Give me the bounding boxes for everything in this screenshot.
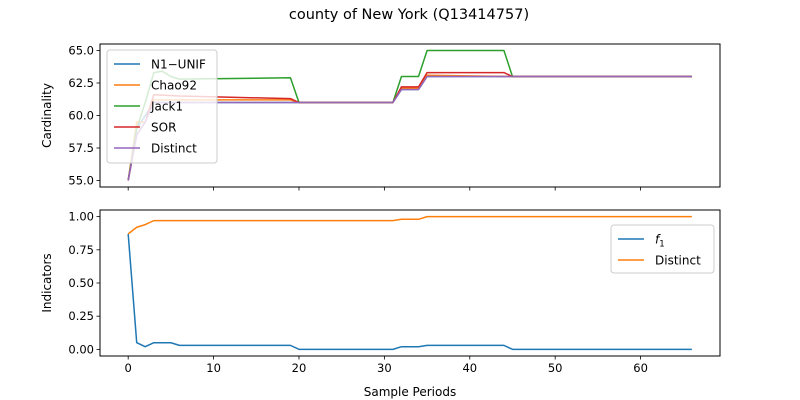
cardinality-y-axis-label: Cardinality xyxy=(40,83,54,148)
cardinality-legend-label-1: Chao92 xyxy=(151,79,197,93)
cardinality-legend-label-4: Distinct xyxy=(151,142,197,156)
cardinality-legend-label-2: Jack1 xyxy=(150,100,183,114)
cardinality-y-ticks: 55.0 57.5 60.0 62.5 65.0 xyxy=(68,44,100,188)
indicators-x-tick-label: 40 xyxy=(462,361,477,375)
cardinality-y-tick-label: 60.0 xyxy=(68,109,94,123)
indicators-x-ticks: 0 10 20 30 40 50 60 xyxy=(125,356,648,375)
cardinality-y-tick-label: 55.0 xyxy=(68,174,94,188)
indicators-x-tick-label: 60 xyxy=(633,361,648,375)
indicators-y-axis-label: Indicators xyxy=(40,253,54,312)
cardinality-legend: N1−UNIF Chao92 Jack1 SOR Distinct xyxy=(106,49,218,164)
indicators-y-tick-label: 1.00 xyxy=(68,210,94,224)
cardinality-y-tick-label: 57.5 xyxy=(68,141,94,155)
indicators-y-tick-label: 0.75 xyxy=(68,243,94,257)
cardinality-y-tick-label: 62.5 xyxy=(68,76,94,90)
indicators-x-tick-label: 30 xyxy=(377,361,392,375)
indicators-x-tick-label: 20 xyxy=(292,361,307,375)
cardinality-y-tick-label: 65.0 xyxy=(68,44,94,58)
x-axis-label: Sample Periods xyxy=(364,385,456,399)
cardinality-legend-label-3: SOR xyxy=(151,121,176,135)
cardinality-x-ticks xyxy=(127,187,641,191)
cardinality-legend-label-0: N1−UNIF xyxy=(151,58,206,72)
indicators-y-tick-label: 0.00 xyxy=(68,342,94,356)
cardinality-subplot: 55.0 57.5 60.0 62.5 65.0 Cardinality N1−UNIF… xyxy=(40,43,721,191)
indicators-x-tick-label: 0 xyxy=(125,361,132,375)
indicators-lines xyxy=(127,215,692,351)
indicators-subplot: 0.00 0.25 0.50 0.75 1.00 0 10 20 30 40 50 60 Indic… xyxy=(40,209,721,399)
indicators-y-tick-label: 0.50 xyxy=(68,276,94,290)
indicators-series-line-1 xyxy=(127,215,692,235)
indicators-x-tick-label: 10 xyxy=(206,361,221,375)
cardinality-legend-frame xyxy=(106,49,218,164)
indicators-x-tick-label: 50 xyxy=(548,361,563,375)
indicators-y-ticks: 0.00 0.25 0.50 0.75 1.00 xyxy=(68,210,100,356)
indicators-legend-frame xyxy=(610,224,715,274)
indicators-series-line-0 xyxy=(127,233,692,351)
figure-title: county of New York (Q13414757) xyxy=(289,7,529,23)
indicators-legend: f1 Distinct xyxy=(610,224,715,274)
indicators-legend-label-1: Distinct xyxy=(655,254,701,268)
indicators-y-tick-label: 0.25 xyxy=(68,309,94,323)
indicators-legend-label-0: f1 xyxy=(655,233,665,250)
